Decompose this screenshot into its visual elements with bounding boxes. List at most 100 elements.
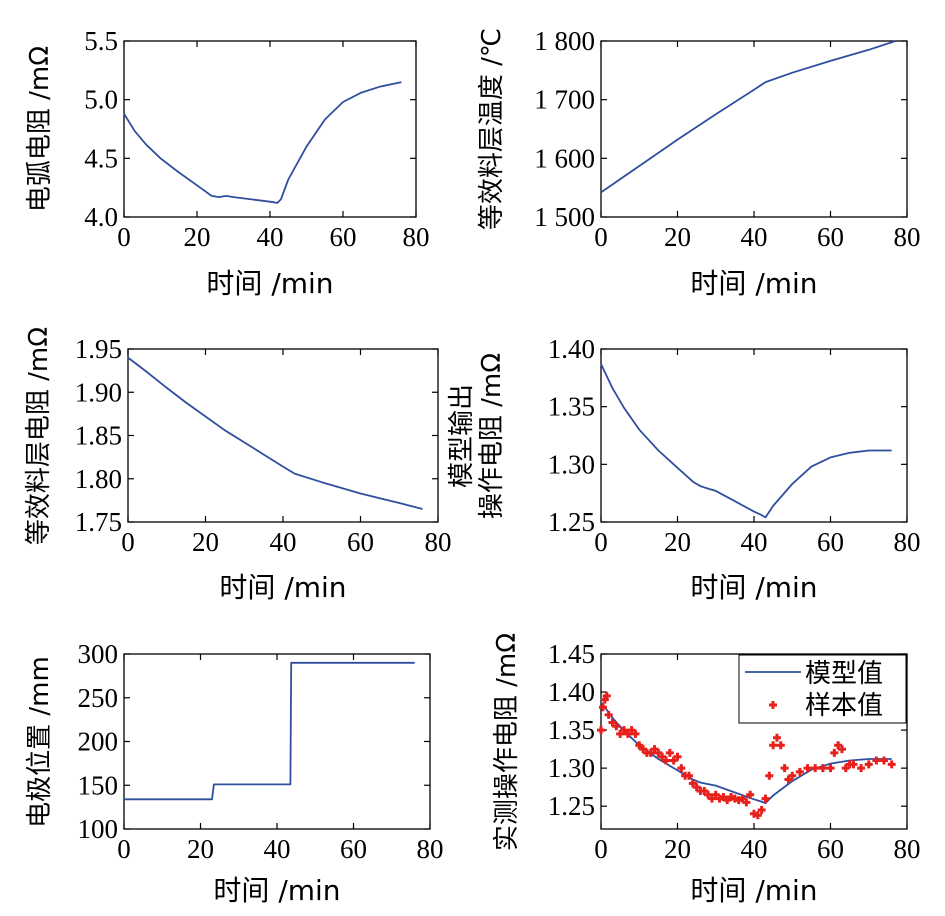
x-tick-label: 20 — [664, 527, 691, 557]
x-tick-label: 60 — [330, 222, 357, 252]
x-tick-label: 20 — [187, 834, 214, 864]
y-tick-label: 1 500 — [534, 202, 595, 232]
x-tick-label: 40 — [741, 222, 768, 252]
y-tick-label: 1.25 — [548, 791, 595, 821]
legend-entry: 模型值 — [805, 659, 883, 689]
y-tick-label: 1.40 — [548, 677, 595, 707]
y-tick-label: 5.0 — [84, 85, 118, 115]
x-tick-label: 80 — [403, 222, 430, 252]
y-tick-label: 1.80 — [75, 464, 122, 494]
panel-3: 0 20 40 60 80 1.75 1.80 1.85 1.90 1.95 时间 /min 等效料层… — [24, 327, 452, 604]
y-axis-label: 电弧电阻 /mΩ — [25, 46, 55, 212]
sample-marker — [872, 757, 880, 765]
y-tick-label: 1.45 — [548, 639, 595, 669]
y-axis-label: 实测操作电阻 /mΩ — [492, 633, 522, 851]
x-tick-label: 60 — [817, 834, 844, 864]
sample-marker — [857, 764, 865, 772]
series-line — [601, 41, 896, 192]
sample-marker — [769, 741, 777, 749]
x-tick-label: 40 — [257, 222, 284, 252]
y-tick-label: 150 — [78, 770, 119, 800]
x-tick-label: 60 — [347, 527, 374, 557]
y-axis-label: 模型输出 — [447, 384, 477, 488]
x-tick-label: 80 — [417, 834, 444, 864]
x-tick-label: 80 — [894, 834, 921, 864]
x-tick-label: 0 — [594, 222, 608, 252]
x-axis-label: 时间 /min — [690, 267, 817, 300]
x-tick-label: 0 — [121, 527, 135, 557]
x-axis-label: 时间 /min — [206, 267, 333, 300]
x-tick-label: 80 — [894, 527, 921, 557]
x-tick-label: 60 — [817, 222, 844, 252]
y-tick-label: 1 600 — [534, 143, 595, 173]
y-tick-label: 1.30 — [548, 753, 595, 783]
panel-1: 0 20 40 60 80 4.0 4.5 5.0 5.5 时间 /min 电弧电阻 /mΩ — [25, 26, 430, 300]
y-tick-label: 300 — [78, 639, 119, 669]
x-tick-label: 80 — [894, 222, 921, 252]
plot-frame — [128, 349, 438, 522]
x-tick-label: 40 — [270, 527, 297, 557]
y-axis-label: 电极位置 /mm — [25, 656, 55, 828]
sample-marker — [666, 749, 674, 757]
sample-marker — [597, 726, 605, 734]
y-tick-label: 250 — [78, 683, 119, 713]
sample-marker — [777, 741, 785, 749]
y-tick-label: 4.5 — [84, 143, 118, 173]
sample-marker — [880, 757, 888, 765]
y-axis-label: 等效料层电阻 /mΩ — [24, 327, 54, 545]
x-tick-label: 20 — [184, 222, 211, 252]
panel-4: 0 20 40 60 80 1.25 1.30 1.35 1.40 时间 /min 模型输出操作电阻… — [447, 334, 921, 604]
x-axis-label: 时间 /min — [219, 571, 346, 604]
y-tick-label: 1.35 — [548, 392, 595, 422]
sample-marker — [773, 734, 781, 742]
sample-marker — [830, 749, 838, 757]
y-tick-label: 5.5 — [84, 26, 118, 56]
y-tick-label: 1.95 — [75, 334, 122, 364]
x-tick-label: 20 — [664, 834, 691, 864]
plot-frame — [601, 349, 907, 522]
x-axis-label: 时间 /min — [690, 571, 817, 604]
x-tick-label: 40 — [741, 527, 768, 557]
plot-frame — [601, 41, 907, 217]
x-tick-label: 0 — [594, 834, 608, 864]
y-tick-label: 1.85 — [75, 421, 122, 451]
y-tick-label: 1.30 — [548, 449, 595, 479]
x-tick-label: 60 — [817, 527, 844, 557]
panel-5: 020406080100150200250300时间 /min电极位置 /mm — [25, 639, 444, 907]
series-line — [601, 364, 892, 517]
x-tick-label: 0 — [117, 222, 131, 252]
sample-marker — [781, 764, 789, 772]
series-line — [128, 358, 423, 509]
sample-marker — [811, 764, 819, 772]
y-axis-label: 等效料层温度 /℃ — [477, 28, 507, 230]
figure: 0 20 40 60 80 4.0 4.5 5.0 5.5 时间 /min 电弧电阻 /mΩ 0 20 4… — [0, 0, 945, 916]
x-tick-label: 20 — [664, 222, 691, 252]
sample-marker — [765, 772, 773, 780]
x-tick-label: 80 — [425, 527, 452, 557]
y-tick-label: 1.75 — [75, 507, 122, 537]
y-axis-label: 操作电阻 /mΩ — [477, 353, 507, 519]
sample-marker — [599, 703, 607, 711]
x-tick-label: 20 — [192, 527, 219, 557]
y-tick-label: 1.40 — [548, 334, 595, 364]
y-tick-label: 4.0 — [84, 202, 118, 232]
y-tick-label: 1 800 — [534, 26, 595, 56]
y-tick-label: 100 — [78, 814, 119, 844]
sample-marker — [865, 760, 873, 768]
legend-entry: 样本值 — [805, 691, 883, 721]
series-line — [124, 663, 415, 800]
x-tick-label: 0 — [594, 527, 608, 557]
y-tick-label: 200 — [78, 727, 119, 757]
x-tick-label: 40 — [264, 834, 291, 864]
x-tick-label: 40 — [741, 834, 768, 864]
plot-frame — [124, 654, 430, 829]
sample-marker — [888, 760, 896, 768]
x-axis-label: 时间 /min — [213, 874, 340, 907]
plot-frame — [124, 41, 416, 217]
y-tick-label: 1.90 — [75, 377, 122, 407]
y-tick-label: 1 700 — [534, 85, 595, 115]
panel-2: 0 20 40 60 80 1 500 1 600 1 700 1 800 时间 /min 等效料层… — [477, 26, 921, 300]
x-tick-label: 60 — [340, 834, 367, 864]
y-tick-label: 1.25 — [548, 507, 595, 537]
y-tick-label: 1.35 — [548, 715, 595, 745]
